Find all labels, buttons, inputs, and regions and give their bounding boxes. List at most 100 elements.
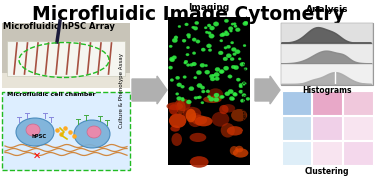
Ellipse shape (221, 33, 226, 36)
Text: Segmentation & Quantification: Segmentation & Quantification (244, 47, 248, 133)
Bar (312, 90, 342, 115)
Point (71, 134, 77, 137)
Ellipse shape (176, 100, 185, 114)
Ellipse shape (214, 93, 219, 97)
Text: Microfluidic hPSC Array: Microfluidic hPSC Array (3, 22, 115, 31)
Bar (281, 44, 373, 64)
Ellipse shape (219, 95, 223, 99)
Ellipse shape (242, 82, 246, 85)
Ellipse shape (197, 83, 202, 88)
Ellipse shape (176, 76, 180, 80)
Ellipse shape (228, 75, 232, 78)
Ellipse shape (221, 95, 224, 98)
Ellipse shape (218, 51, 223, 55)
Ellipse shape (203, 96, 222, 103)
Ellipse shape (190, 133, 206, 142)
Ellipse shape (195, 116, 213, 126)
Bar (312, 140, 342, 164)
Ellipse shape (186, 109, 196, 122)
Ellipse shape (244, 21, 248, 24)
Ellipse shape (176, 93, 179, 95)
Ellipse shape (224, 19, 228, 23)
Ellipse shape (196, 96, 200, 99)
Ellipse shape (177, 83, 182, 87)
Ellipse shape (198, 96, 202, 99)
Bar (168, 17, 250, 165)
Ellipse shape (186, 46, 190, 49)
Bar (2, 23, 130, 88)
Bar (281, 23, 373, 85)
Ellipse shape (227, 126, 243, 136)
Ellipse shape (210, 26, 215, 30)
Ellipse shape (243, 44, 246, 47)
Ellipse shape (172, 133, 182, 146)
Ellipse shape (215, 67, 220, 72)
Ellipse shape (178, 25, 181, 28)
Ellipse shape (184, 62, 187, 64)
Bar (281, 23, 373, 44)
Ellipse shape (234, 25, 237, 28)
Ellipse shape (196, 70, 202, 75)
FancyArrow shape (132, 76, 167, 104)
Ellipse shape (221, 123, 235, 138)
Ellipse shape (201, 48, 205, 51)
Ellipse shape (219, 105, 228, 114)
Bar (7, 41, 125, 76)
Ellipse shape (205, 70, 210, 74)
Ellipse shape (219, 69, 224, 73)
Ellipse shape (183, 76, 187, 78)
Ellipse shape (230, 41, 234, 44)
Ellipse shape (215, 77, 219, 81)
Ellipse shape (235, 50, 240, 54)
Point (54, 129, 60, 132)
Ellipse shape (87, 126, 101, 138)
Ellipse shape (209, 34, 214, 38)
Ellipse shape (184, 60, 188, 63)
Ellipse shape (192, 52, 196, 55)
Ellipse shape (204, 64, 208, 67)
Ellipse shape (240, 62, 245, 66)
Ellipse shape (205, 31, 208, 34)
Ellipse shape (231, 98, 234, 100)
Ellipse shape (208, 32, 211, 34)
Ellipse shape (169, 45, 172, 48)
Ellipse shape (207, 44, 211, 48)
Ellipse shape (233, 65, 239, 70)
Ellipse shape (222, 104, 235, 112)
Ellipse shape (195, 21, 199, 25)
Ellipse shape (192, 62, 196, 66)
Ellipse shape (189, 87, 194, 91)
Bar (343, 90, 372, 115)
Bar (312, 115, 342, 139)
Point (62, 127, 68, 130)
Ellipse shape (176, 96, 181, 100)
Ellipse shape (169, 57, 174, 61)
Ellipse shape (242, 62, 245, 65)
Ellipse shape (233, 53, 236, 56)
Ellipse shape (187, 36, 190, 38)
Ellipse shape (233, 92, 236, 95)
Text: Histograms: Histograms (302, 86, 352, 95)
Text: Analysis: Analysis (306, 5, 348, 14)
Ellipse shape (169, 66, 173, 69)
Ellipse shape (243, 21, 248, 26)
Ellipse shape (239, 83, 243, 87)
Ellipse shape (233, 148, 248, 158)
Ellipse shape (181, 98, 185, 101)
Ellipse shape (186, 53, 189, 56)
Ellipse shape (208, 88, 223, 100)
Ellipse shape (181, 85, 184, 88)
Ellipse shape (196, 40, 200, 43)
Ellipse shape (241, 99, 245, 103)
Ellipse shape (204, 26, 207, 29)
Bar (281, 64, 373, 85)
Ellipse shape (210, 77, 215, 81)
Ellipse shape (172, 38, 178, 43)
Ellipse shape (220, 33, 224, 37)
Ellipse shape (167, 102, 183, 110)
Ellipse shape (228, 26, 233, 30)
Ellipse shape (224, 31, 228, 33)
Ellipse shape (224, 32, 229, 36)
Ellipse shape (214, 72, 219, 77)
Text: Clustering: Clustering (305, 167, 349, 176)
